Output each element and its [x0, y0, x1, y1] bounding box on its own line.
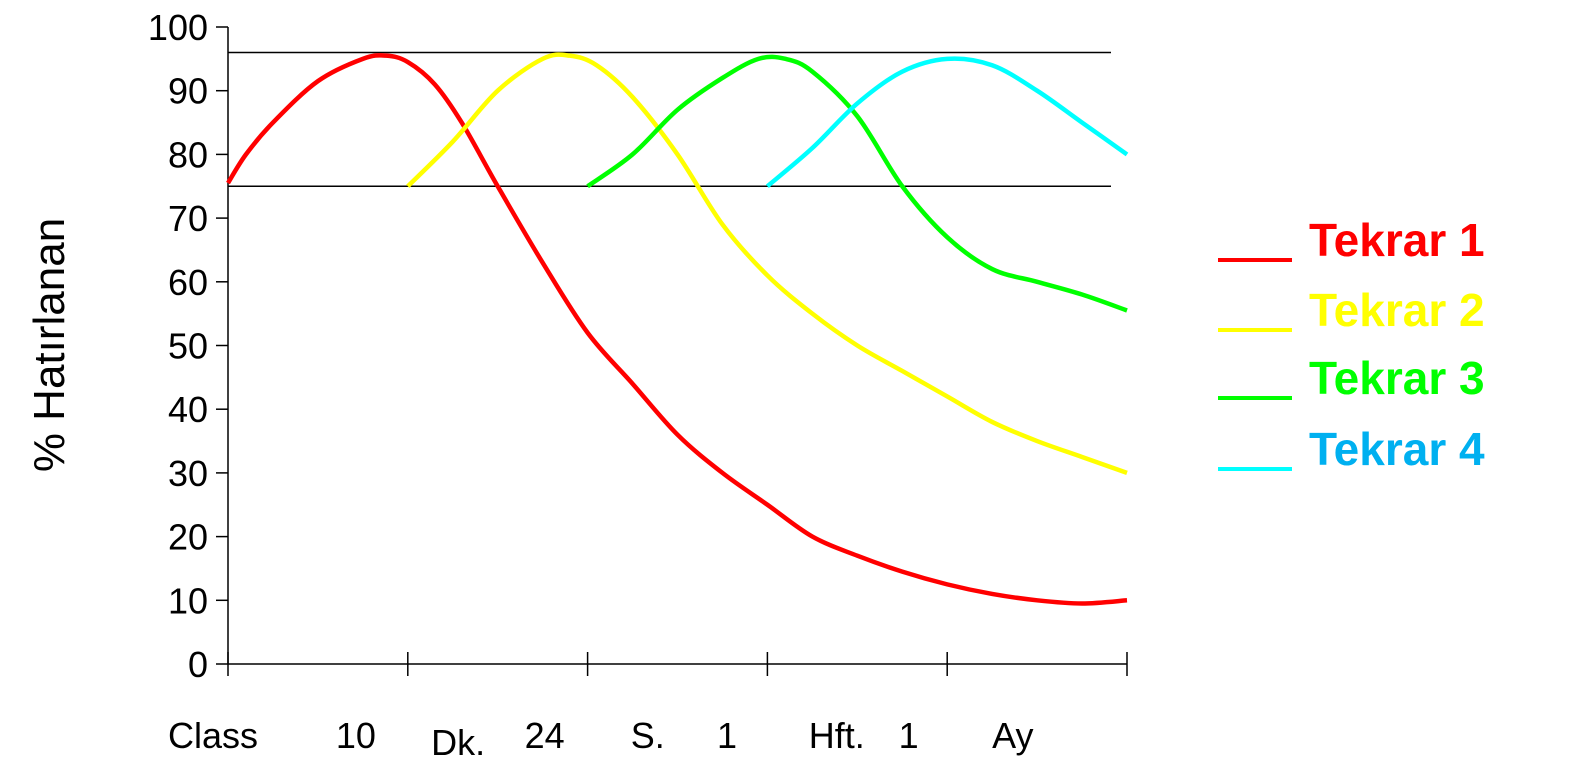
x-tick-label: 24	[525, 715, 565, 756]
y-tick-label: 30	[168, 453, 208, 494]
x-tick-label: Class	[168, 715, 258, 756]
x-tick-label: 1	[899, 715, 919, 756]
x-tick-label: 10	[336, 715, 376, 756]
x-tick-label: Dk.	[431, 722, 485, 763]
legend-label-2: Tekrar 2	[1309, 284, 1485, 336]
y-tick-label: 90	[168, 71, 208, 112]
y-tick-label: 10	[168, 580, 208, 621]
y-tick-labels: 0 10 20 30 40 50 60 70 80 90 100	[148, 7, 208, 685]
series-line-3	[586, 54, 1128, 313]
legend-label-4: Tekrar 4	[1309, 423, 1485, 475]
x-tick-label: 1	[717, 715, 737, 756]
axes	[216, 26, 1128, 676]
x-tick-label: Hft.	[809, 715, 865, 756]
legend: Tekrar 1 Tekrar 2 Tekrar 3 Tekrar 4	[1218, 214, 1485, 475]
y-tick-label: 70	[168, 198, 208, 239]
y-tick-label: 40	[168, 389, 208, 430]
y-tick-label: 20	[168, 517, 208, 558]
series-line-1	[226, 53, 1128, 606]
y-axis-label: % Hatırlanan	[25, 218, 74, 472]
y-tick-label: 100	[148, 7, 208, 48]
y-tick-label: 0	[188, 644, 208, 685]
x-tick-label: S.	[631, 715, 665, 756]
y-tick-label: 80	[168, 134, 208, 175]
legend-label-1: Tekrar 1	[1309, 214, 1485, 266]
y-tick-label: 50	[168, 326, 208, 367]
legend-label-3: Tekrar 3	[1309, 352, 1485, 404]
x-tick-label: Ay	[992, 715, 1033, 756]
series-line-2	[406, 52, 1128, 476]
x-tick-labels: Class 10 Dk. 24 S. 1 Hft. 1 Ay	[168, 715, 1034, 763]
series-lines	[226, 52, 1129, 606]
y-tick-label: 60	[168, 262, 208, 303]
series-line-4	[765, 56, 1129, 188]
reference-lines	[228, 51, 1111, 187]
